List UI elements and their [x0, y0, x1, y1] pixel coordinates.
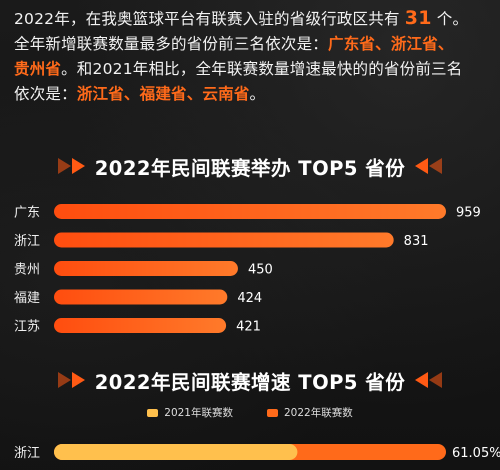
- intro-text: 。和2021年相比，全年联赛数量增速最快的的省份前三名: [61, 60, 463, 78]
- value-label: 959: [456, 206, 481, 221]
- highlight-provinces: 广东省、浙江省、: [328, 35, 454, 53]
- legend-swatch: [267, 408, 278, 417]
- intro-line-1: 2022年，在我奥篮球平台有联赛入驻的省级行政区共有 31 个。: [14, 6, 494, 32]
- bar: [54, 289, 228, 305]
- arrow-left-icon: [415, 372, 443, 388]
- category-label: 广东: [14, 206, 40, 221]
- bar: [54, 204, 446, 219]
- bar: [54, 261, 238, 276]
- value-label: 450: [248, 263, 273, 278]
- intro-text: 全年新增联赛数量最多的省份前三名依次是：: [14, 35, 329, 53]
- legend-label: 2022年联赛数: [284, 407, 353, 419]
- value-label: 831: [404, 234, 429, 249]
- legend-item-2021: 2021年联赛数: [147, 405, 233, 420]
- chart-legend: 2021年联赛数 2022年联赛数: [0, 405, 500, 420]
- category-label: 浙江: [14, 234, 40, 249]
- bar: [54, 232, 394, 248]
- legend-item-2022: 2022年联赛数: [267, 405, 353, 420]
- intro-line-3: 贵州省。和2021年相比，全年联赛数量增速最快的的省份前三名: [14, 57, 494, 82]
- value-label: 424: [237, 291, 262, 306]
- chart-title: 2022年民间联赛增速 TOP5 省份: [94, 370, 406, 394]
- section-title-top5-growth: 2022年民间联赛增速 TOP5 省份: [0, 364, 500, 396]
- highlight-provinces: 浙江省、福建省、云南省: [76, 85, 250, 103]
- highlight-provinces: 贵州省: [14, 60, 62, 78]
- legend-label: 2021年联赛数: [164, 407, 233, 419]
- category-label: 福建: [14, 291, 40, 306]
- category-label: 贵州: [14, 263, 40, 278]
- top5-growth-chart: 浙江 61.05%: [14, 444, 500, 461]
- top5-count-chart: 广东 959 浙江 831 贵州 450 福建 424 江苏 421: [14, 204, 481, 335]
- arrow-left-icon: [415, 158, 443, 174]
- arrow-right-icon: [57, 372, 85, 388]
- bar: [54, 318, 227, 333]
- section-title-top5-count: 2022年民间联赛举办 TOP5 省份: [0, 150, 500, 182]
- intro-text: 个。: [431, 10, 469, 28]
- category-label: 浙江: [14, 446, 40, 461]
- intro-paragraph: 2022年，在我奥篮球平台有联赛入驻的省级行政区共有 31 个。 全年新增联赛数…: [14, 6, 494, 107]
- province-count: 31: [404, 7, 432, 29]
- arrow-right-icon: [57, 158, 85, 174]
- category-label: 江苏: [14, 319, 40, 335]
- intro-line-4: 依次是：浙江省、福建省、云南省。: [14, 82, 494, 107]
- intro-line-2: 全年新增联赛数量最多的省份前三名依次是：广东省、浙江省、: [14, 32, 494, 57]
- value-label: 61.05%: [452, 446, 500, 461]
- intro-text: 。: [249, 85, 266, 103]
- value-label: 421: [236, 320, 261, 335]
- legend-swatch: [147, 408, 159, 417]
- intro-text: 依次是：: [14, 85, 77, 103]
- intro-text: 2022年，在我奥篮球平台有联赛入驻的省级行政区共有: [14, 10, 405, 28]
- bar-2021: [54, 444, 298, 460]
- chart-title: 2022年民间联赛举办 TOP5 省份: [94, 156, 406, 180]
